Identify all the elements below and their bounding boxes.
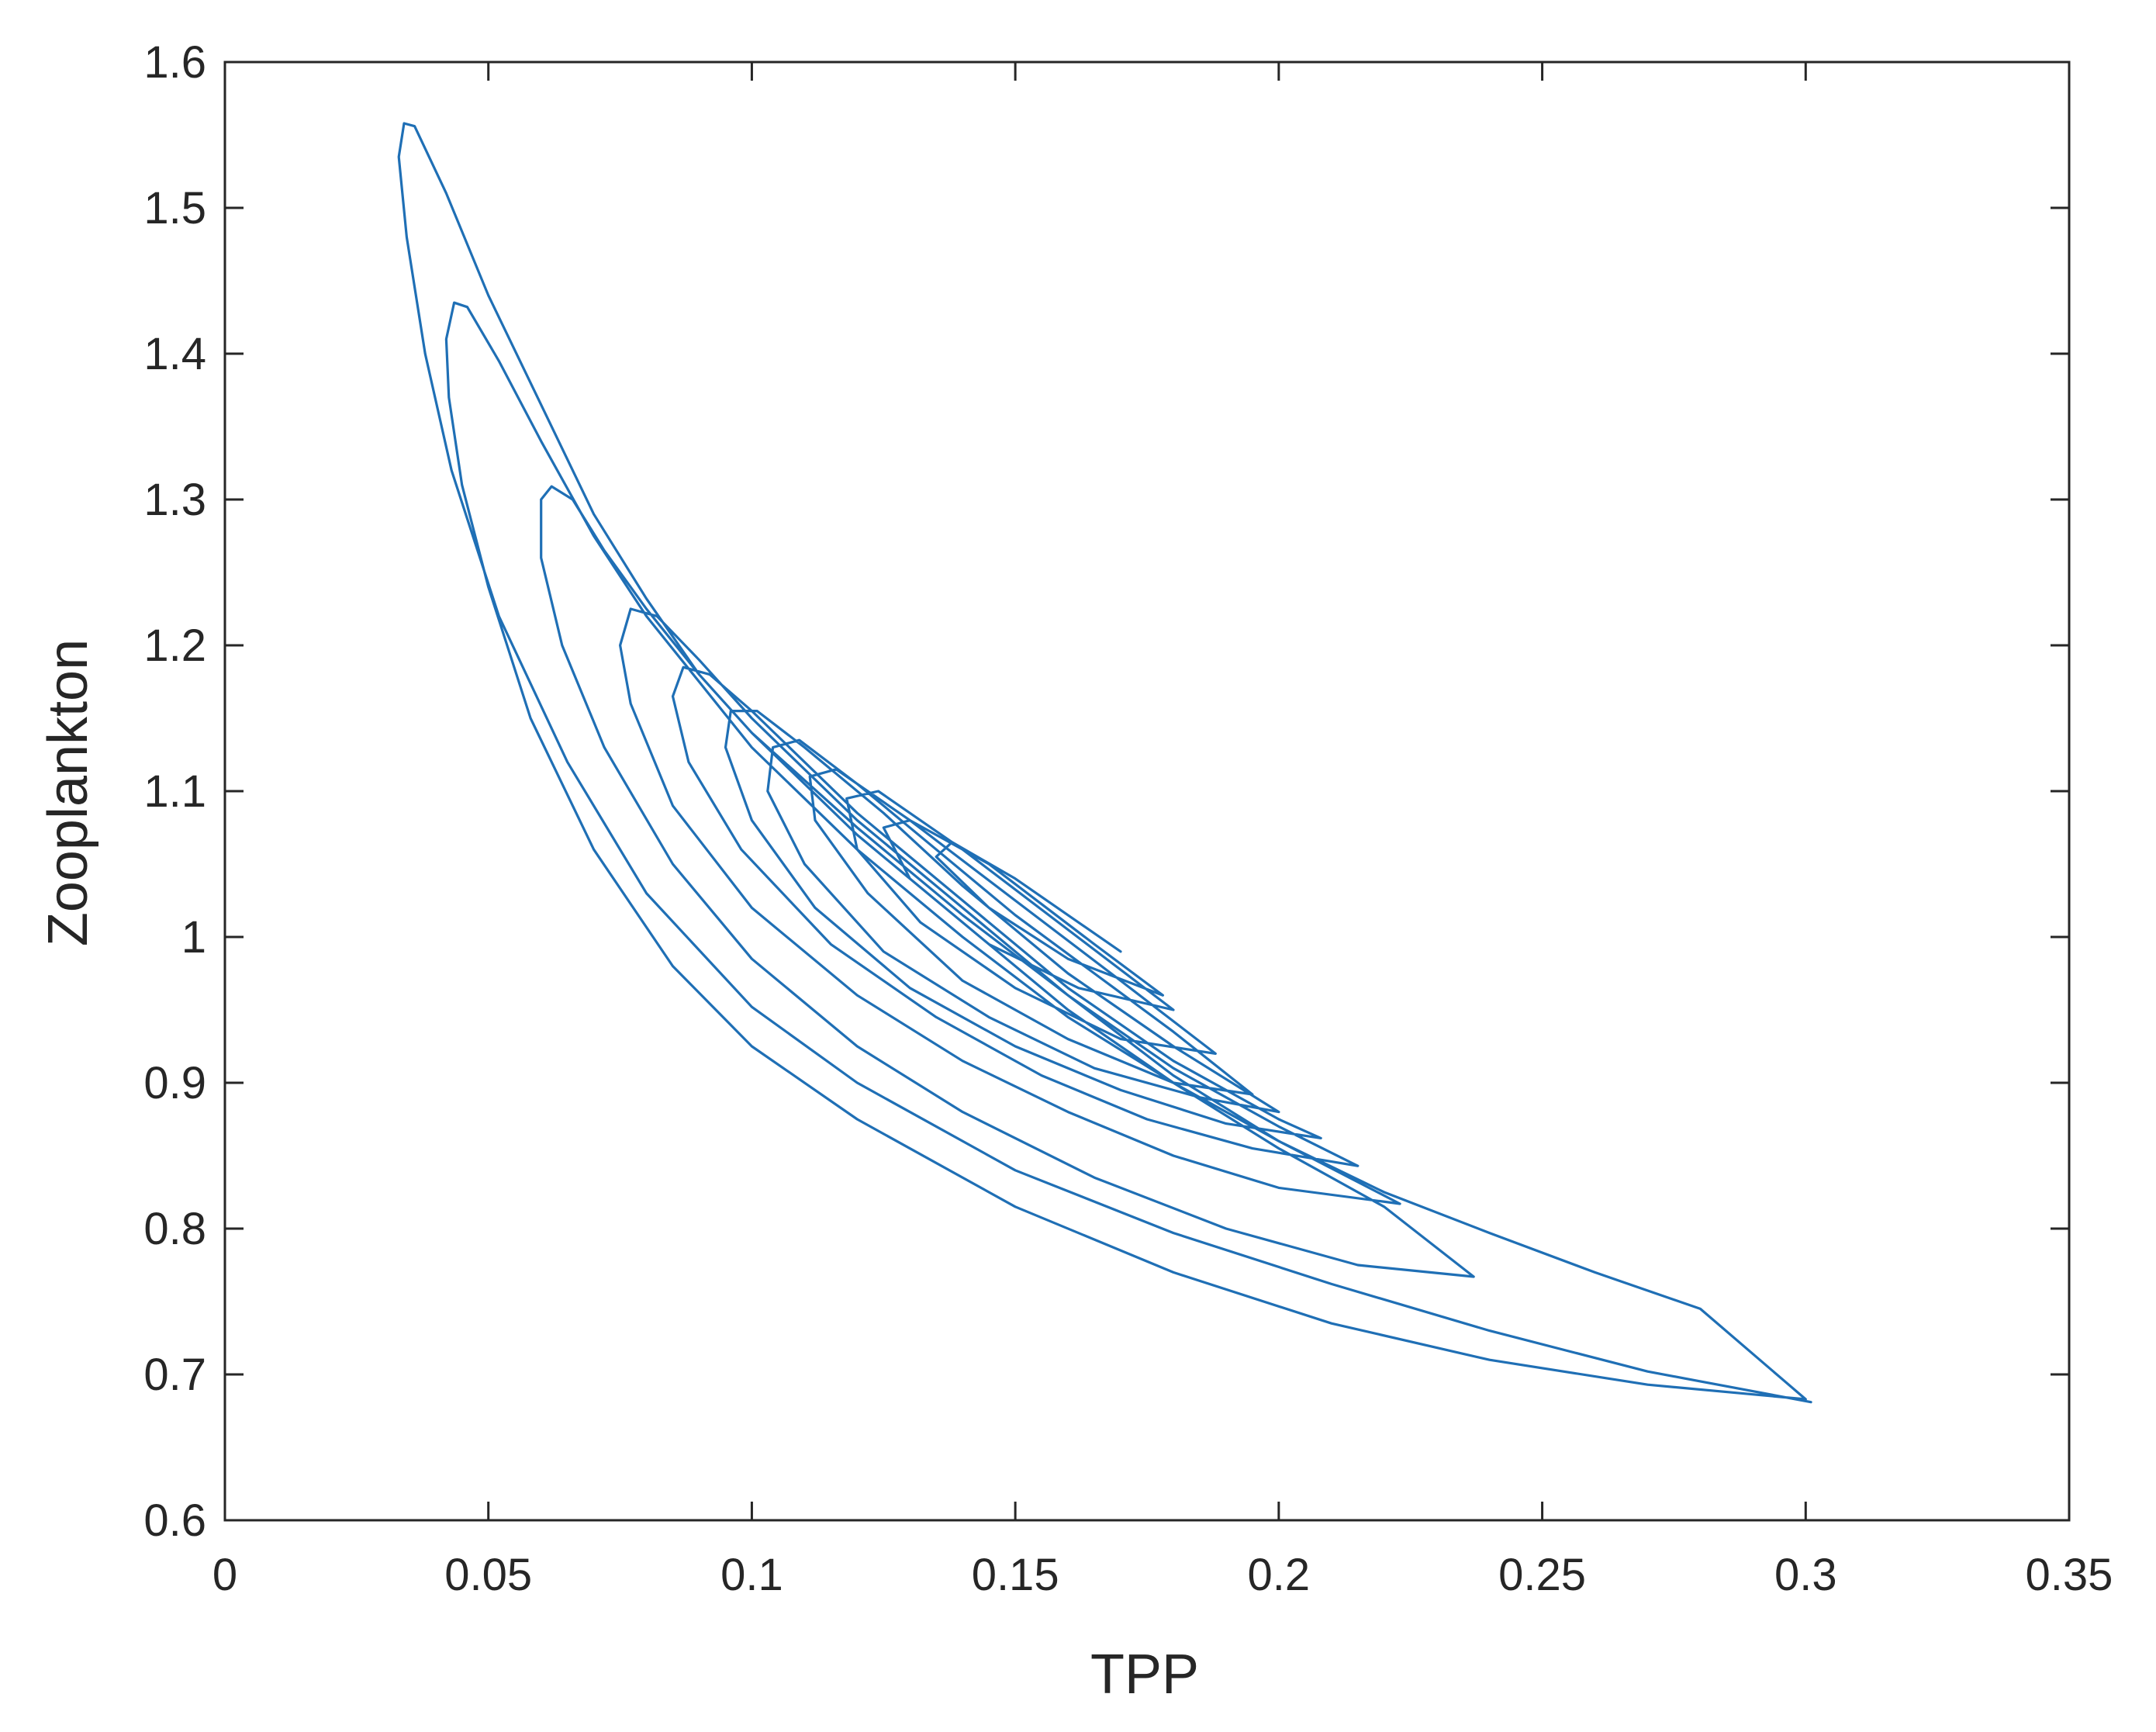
x-axis-title: TPP xyxy=(1090,1644,1199,1706)
x-tick-label: 0.35 xyxy=(2026,1550,2113,1600)
x-tick-label: 0 xyxy=(212,1550,237,1600)
y-tick-label: 0.8 xyxy=(143,1204,206,1254)
x-tick-label: 0.3 xyxy=(1774,1550,1837,1600)
x-tick-label: 0.25 xyxy=(1498,1550,1586,1600)
y-tick-label: 1.3 xyxy=(143,475,206,525)
y-tick-label: 1.5 xyxy=(143,183,206,233)
x-tick-label: 0.15 xyxy=(972,1550,1059,1600)
series-line xyxy=(397,122,1812,1404)
y-tick-label: 1.4 xyxy=(143,329,206,379)
y-axis-title: Zooplankton xyxy=(37,639,99,946)
y-tick-label: 0.6 xyxy=(143,1495,206,1546)
y-tick-label: 1.6 xyxy=(143,37,206,88)
y-tick-label: 1.1 xyxy=(143,766,206,817)
plot-layer: 0 0.05 0.1 0.15 0.2 0.25 0.3 0.35 0.6 0.7 0.8 0.9 1 1… xyxy=(143,37,2113,1600)
y-tick-label: 0.9 xyxy=(143,1058,206,1108)
x-tick-label: 0.05 xyxy=(444,1550,532,1600)
y-tick-label: 1.2 xyxy=(143,621,206,671)
x-tick-label: 0.2 xyxy=(1248,1550,1311,1600)
plot-area xyxy=(225,62,2069,1520)
x-tick-label: 0.1 xyxy=(720,1550,783,1600)
y-tick-label: 0.7 xyxy=(143,1350,206,1400)
y-tick-label: 1 xyxy=(181,912,206,963)
